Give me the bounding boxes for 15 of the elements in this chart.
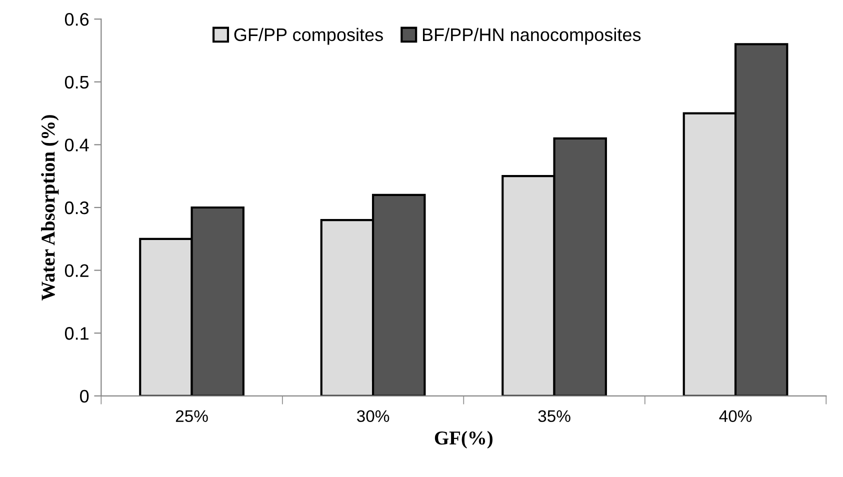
y-tick-label: 0 xyxy=(80,390,89,403)
legend-label: GF/PP composites xyxy=(234,28,383,45)
x-tick-label: 25% xyxy=(176,410,208,422)
y-tick-label: 0.4 xyxy=(64,138,89,152)
legend-label: BF/PP/HN nanocomposites xyxy=(422,28,641,45)
y-axis-title: Water Absorption (%) xyxy=(41,115,59,300)
x-axis-title: GF(%) xyxy=(434,430,492,449)
y-tick-label: 0.6 xyxy=(64,13,89,26)
y-tick-label: 0.1 xyxy=(64,327,88,340)
x-tick-label: 40% xyxy=(719,410,752,422)
y-tick-label: 0.3 xyxy=(64,201,89,214)
x-tick-label: 30% xyxy=(356,410,390,422)
y-tick-label: 0.5 xyxy=(64,76,89,89)
y-tick-label: 0.2 xyxy=(64,264,88,278)
x-tick-label: 35% xyxy=(538,410,570,422)
